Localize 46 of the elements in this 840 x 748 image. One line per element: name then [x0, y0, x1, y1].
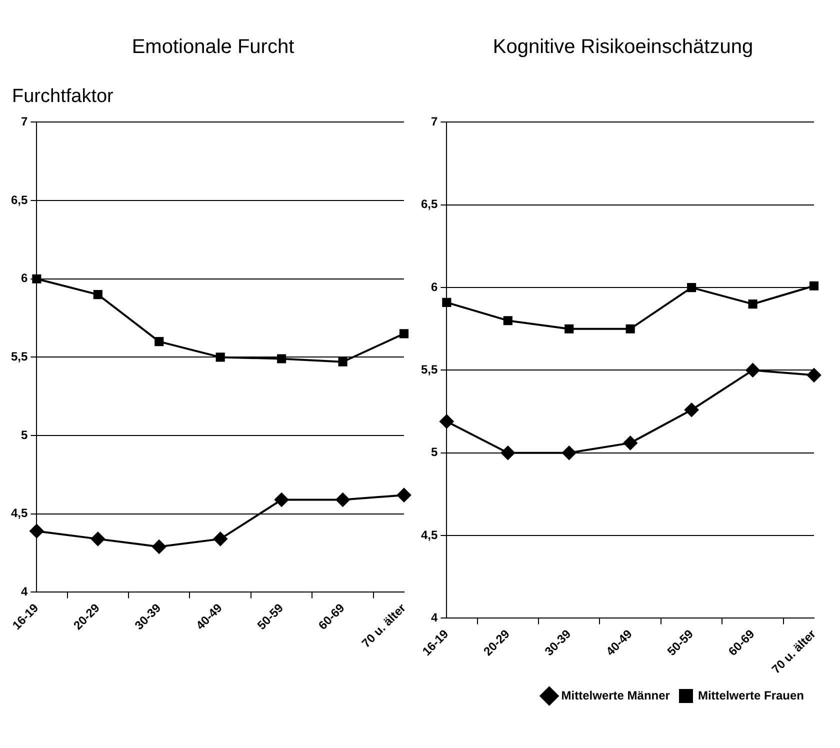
y-tick-label: 6 — [430, 280, 438, 294]
point — [90, 532, 105, 546]
point — [746, 363, 760, 378]
point — [500, 446, 515, 460]
y-tick-label: 6,5 — [420, 197, 438, 212]
point — [336, 492, 350, 507]
point — [154, 337, 164, 346]
y-tick-label: 7 — [20, 114, 28, 129]
chart-title: Emotionale Furcht — [130, 34, 296, 60]
point — [442, 298, 452, 307]
legend-label: Mittelwerte Männer — [561, 688, 670, 702]
point — [809, 281, 819, 290]
point — [748, 300, 758, 309]
point — [216, 352, 225, 362]
legend-label: Mittelwerte Frauen — [698, 688, 804, 702]
y-axis-title: Furchtfaktor — [11, 86, 114, 109]
point — [152, 540, 166, 554]
point — [623, 436, 638, 450]
point — [503, 316, 512, 326]
y-tick-label: 5 — [20, 428, 28, 442]
point — [93, 290, 102, 300]
point — [399, 329, 409, 338]
point — [562, 446, 576, 460]
point — [274, 492, 289, 507]
point — [277, 354, 286, 364]
point — [30, 524, 44, 538]
y-tick-label: 5 — [430, 445, 438, 460]
point — [338, 357, 348, 366]
point — [564, 324, 574, 334]
point — [626, 324, 635, 334]
point — [213, 532, 228, 546]
y-tick-label: 4,5 — [420, 528, 438, 542]
y-tick-label: 5,5 — [420, 362, 438, 377]
point — [684, 402, 699, 417]
y-tick-label: 6,5 — [10, 192, 28, 207]
point — [397, 488, 411, 502]
chart-title: Kognitive Risikoeinschätzung — [492, 34, 754, 60]
y-tick-label: 4 — [20, 584, 28, 599]
y-tick-label: 4 — [430, 610, 438, 625]
y-tick-label: 7 — [430, 114, 438, 129]
point — [440, 414, 454, 428]
y-tick-label: 6 — [20, 271, 28, 286]
y-tick-label: 5,5 — [10, 350, 28, 364]
y-tick-label: 4,5 — [10, 506, 28, 520]
point — [687, 283, 696, 292]
point — [807, 368, 821, 382]
